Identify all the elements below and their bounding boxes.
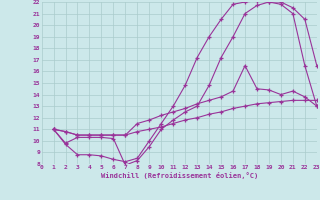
X-axis label: Windchill (Refroidissement éolien,°C): Windchill (Refroidissement éolien,°C): [100, 172, 258, 179]
